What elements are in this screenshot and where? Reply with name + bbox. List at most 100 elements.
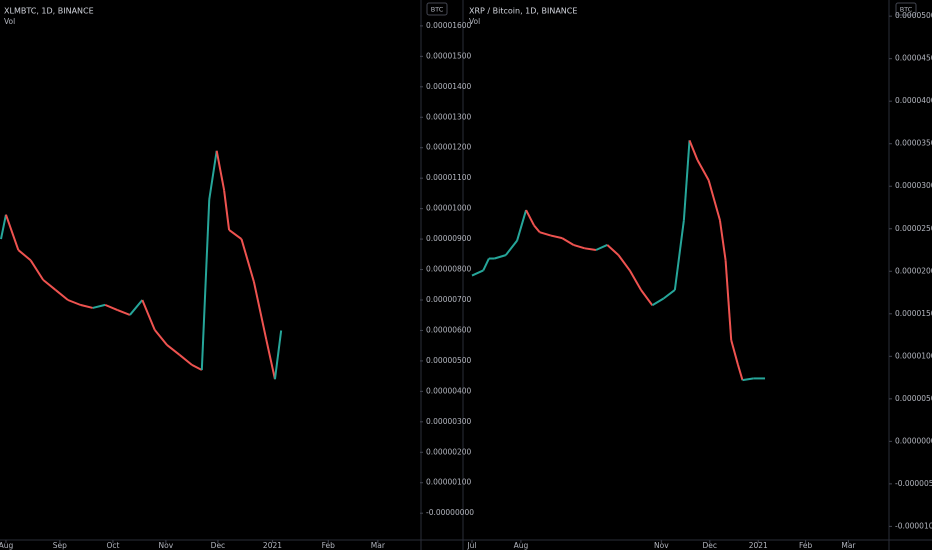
y-tick-label: 0.00001500 xyxy=(426,51,472,60)
price-segment xyxy=(104,303,118,311)
chart-title: XLMBTC, 1D, BINANCE xyxy=(4,7,94,16)
price-segment xyxy=(166,344,181,356)
x-tick-label: Aug xyxy=(514,541,529,550)
price-segment xyxy=(265,339,276,380)
x-tick-label: Jul xyxy=(466,541,476,550)
x-tick-label: Sep xyxy=(53,541,67,550)
price-segment xyxy=(228,229,243,240)
volume-label: Vol xyxy=(4,17,15,26)
y-tick-label: 0.00004500 xyxy=(895,54,932,63)
price-segment xyxy=(539,231,552,237)
x-tick-label: 2021 xyxy=(263,541,282,550)
x-tick-label: Dec xyxy=(703,541,718,550)
price-segment xyxy=(662,289,676,300)
price-segment xyxy=(117,309,131,316)
price-segment xyxy=(505,240,518,256)
price-segment xyxy=(737,364,744,381)
x-tick-label: Aug xyxy=(0,541,14,550)
price-segment xyxy=(0,214,7,240)
price-segment xyxy=(153,329,168,346)
y-tick-label: 0.00003500 xyxy=(895,139,932,148)
unit-label: BTC xyxy=(431,6,444,14)
y-tick-label: 0.00000800 xyxy=(426,265,472,274)
chart-title: XRP / Bitcoin, 1D, BINANCE xyxy=(469,7,577,16)
y-tick-label: 0.00001500 xyxy=(895,309,932,318)
y-tick-label: 0.00000300 xyxy=(426,417,472,426)
price-segment xyxy=(718,220,727,261)
y-tick-label: 0.00000500 xyxy=(895,394,932,403)
price-segment xyxy=(730,339,739,366)
price-segment xyxy=(682,140,691,221)
price-segment xyxy=(696,159,710,181)
y-tick-label: -0.00000500 xyxy=(895,479,932,488)
price-segment xyxy=(273,330,283,380)
price-segment xyxy=(550,234,563,240)
y-tick-label: 0.00000200 xyxy=(426,447,472,456)
y-tick-label: 0.00001300 xyxy=(426,112,472,121)
price-segment xyxy=(191,363,203,371)
x-tick-label: Feb xyxy=(322,541,336,550)
price-segment xyxy=(606,244,620,256)
price-segment xyxy=(724,260,733,341)
x-tick-label: Nov xyxy=(654,541,669,550)
price-segment xyxy=(141,299,156,331)
y-tick-label: 0.00001100 xyxy=(426,173,472,182)
unit-box xyxy=(895,2,917,16)
price-segment xyxy=(80,303,93,309)
unit-label: BTC xyxy=(900,6,913,14)
price-segment xyxy=(688,139,699,161)
x-tick-label: Feb xyxy=(799,541,813,550)
unit-box xyxy=(426,2,448,16)
y-tick-label: -0.00001000 xyxy=(895,521,932,530)
y-tick-label: 0.00001200 xyxy=(426,143,472,152)
x-tick-label: 2021 xyxy=(749,541,768,550)
price-segment xyxy=(223,190,231,231)
y-tick-label: 0.00001600 xyxy=(426,21,472,30)
price-segment xyxy=(525,209,535,226)
y-tick-label: 0.00000500 xyxy=(426,356,472,365)
price-segment xyxy=(533,224,541,233)
y-tick-label: 0.00001400 xyxy=(426,82,472,91)
price-segment xyxy=(92,303,106,309)
volume-label: Vol xyxy=(469,17,480,26)
price-segment xyxy=(129,299,144,316)
price-segment xyxy=(584,247,597,252)
price-segment xyxy=(5,214,20,251)
x-tick-label: Nov xyxy=(159,541,174,550)
price-segment xyxy=(208,150,218,200)
price-segment xyxy=(200,199,211,371)
price-segment xyxy=(617,254,631,272)
price-segment xyxy=(67,299,81,306)
y-tick-label: 0.00000400 xyxy=(426,386,472,395)
price-segment xyxy=(240,238,255,283)
price-segment xyxy=(471,269,484,277)
price-segment xyxy=(516,209,528,241)
price-segment xyxy=(252,281,268,340)
price-segment xyxy=(17,249,32,262)
price-segment xyxy=(494,254,507,260)
y-tick-label: 0.00001000 xyxy=(895,351,932,360)
price-segment xyxy=(628,269,642,291)
price-segment xyxy=(482,258,490,271)
price-segment xyxy=(595,244,608,251)
x-tick-label: Mar xyxy=(371,541,386,550)
price-segment xyxy=(651,297,665,307)
price-segment xyxy=(29,259,44,281)
y-tick-label: 0.00000700 xyxy=(426,295,472,304)
price-segment xyxy=(561,237,574,246)
price-segment xyxy=(178,354,193,366)
y-tick-label: 0.00001000 xyxy=(426,204,472,213)
y-tick-label: 0.00002500 xyxy=(895,224,932,233)
y-tick-label: -0.00000000 xyxy=(426,508,474,517)
y-tick-label: 0.00000600 xyxy=(426,325,472,334)
x-tick-label: Oct xyxy=(106,541,119,550)
y-tick-label: 0.00000100 xyxy=(426,478,472,487)
price-segment xyxy=(640,289,654,306)
price-segment xyxy=(54,289,69,301)
